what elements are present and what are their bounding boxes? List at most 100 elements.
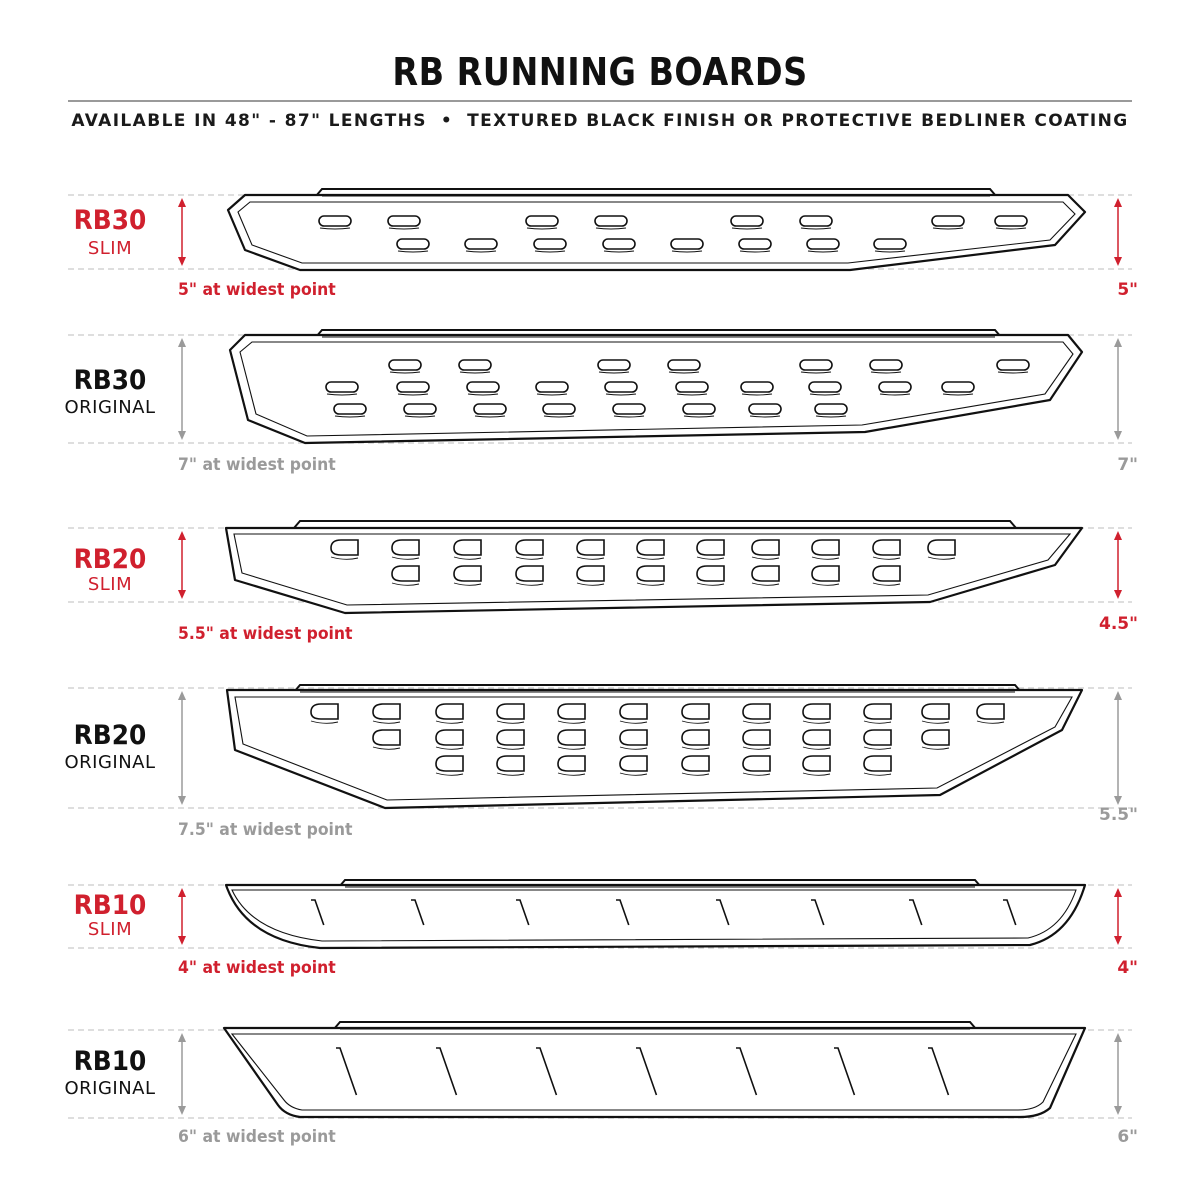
arrow-head-up-icon [178, 338, 186, 347]
slot-shadow [749, 415, 781, 418]
slot-icon [318, 215, 352, 227]
slot-icon [473, 403, 507, 415]
d-slot-icon [636, 565, 665, 582]
board-top-strip [293, 684, 1022, 693]
slash-icon [616, 899, 630, 926]
board-outline [226, 193, 1087, 272]
board-outline [228, 333, 1084, 445]
slot-shadow [802, 746, 831, 750]
slot-icon [612, 403, 646, 415]
arrow-head-up-icon [1114, 1033, 1122, 1042]
right-dimension-label: 7" [1117, 455, 1138, 475]
slot-icon [388, 359, 422, 371]
slot-shadow [515, 582, 544, 586]
board-variant: SLIM [87, 238, 133, 259]
d-slot-icon [557, 703, 586, 720]
slot-shadow [976, 720, 1005, 724]
slot-shadow [807, 250, 839, 253]
slot-icon [869, 359, 903, 371]
board-name: RB20 [73, 720, 147, 751]
slot-shadow [389, 371, 421, 374]
slot-icon [525, 215, 559, 227]
slot-shadow [619, 746, 648, 750]
slot-shadow [696, 582, 725, 586]
d-slot-icon [681, 755, 710, 772]
slot-icon [542, 403, 576, 415]
slot-shadow [598, 371, 630, 374]
arrow-head-down-icon [1114, 257, 1122, 266]
board-outline [222, 1026, 1087, 1119]
board-top-strip [315, 329, 1002, 338]
slot-icon [996, 359, 1030, 371]
board-variant: SLIM [87, 574, 133, 595]
d-slot-icon [391, 539, 420, 556]
slot-icon [738, 238, 772, 250]
d-slot-icon [515, 539, 544, 556]
d-slot-icon [872, 565, 901, 582]
d-slot-icon [863, 703, 892, 720]
arrow-head-up-icon [1114, 338, 1122, 347]
slot-shadow [496, 720, 525, 724]
slot-shadow [731, 227, 763, 230]
slot-shadow [534, 250, 566, 253]
board-top-strip [293, 520, 1017, 529]
d-slot-icon [863, 729, 892, 746]
slot-icon [748, 403, 782, 415]
d-slot-icon [515, 565, 544, 582]
arrow-head-up-icon [178, 888, 186, 897]
d-slot-icon [576, 565, 605, 582]
widest-point-label: 6" at widest point [178, 1127, 336, 1147]
slot-icon [941, 381, 975, 393]
d-slot-icon [751, 565, 780, 582]
slot-shadow [802, 720, 831, 724]
board-name: RB30 [73, 365, 147, 396]
arrow-head-up-icon [1114, 531, 1122, 540]
d-slot-icon [927, 539, 956, 556]
right-dimension-label: 5" [1117, 280, 1138, 300]
slot-shadow [751, 556, 780, 560]
arrow-head-down-icon [1114, 1106, 1122, 1115]
slot-shadow [997, 371, 1029, 374]
title-divider [68, 100, 1132, 102]
slot-shadow [742, 720, 771, 724]
widest-point-label: 7" at widest point [178, 455, 336, 475]
slash-icon [311, 899, 325, 926]
right-dimension-label: 4.5" [1099, 614, 1138, 634]
d-slot-icon [372, 703, 401, 720]
slot-shadow [619, 720, 648, 724]
slot-shadow [603, 250, 635, 253]
arrow-head-down-icon [178, 1106, 186, 1115]
right-dimension-label: 5.5" [1099, 805, 1138, 825]
subtitle-separator: • [440, 111, 454, 131]
slot-shadow [815, 415, 847, 418]
d-slot-icon [557, 755, 586, 772]
slot-icon [740, 381, 774, 393]
board-variant: ORIGINAL [64, 397, 156, 418]
d-slot-icon [496, 703, 525, 720]
subtitle-lengths: AVAILABLE IN 48" - 87" LENGTHS [71, 111, 427, 131]
slot-shadow [668, 371, 700, 374]
board-name: RB10 [73, 890, 147, 921]
slot-shadow [742, 772, 771, 776]
arrow-head-up-icon [178, 198, 186, 207]
slot-shadow [863, 720, 892, 724]
slot-shadow [465, 250, 497, 253]
slot-shadow [676, 393, 708, 396]
board-inner-edge [234, 696, 1073, 801]
slot-shadow [515, 556, 544, 560]
slot-shadow [595, 227, 627, 230]
board-variant: ORIGINAL [64, 752, 156, 773]
board-outline [225, 688, 1084, 810]
d-slot-icon [742, 703, 771, 720]
board-outline [224, 883, 1087, 950]
slot-icon [799, 359, 833, 371]
arrow-head-up-icon [1114, 198, 1122, 207]
subtitle-finish: TEXTURED BLACK FINISH OR PROTECTIVE BEDL… [467, 111, 1129, 131]
d-slot-icon [496, 755, 525, 772]
d-slot-icon [751, 539, 780, 556]
slot-shadow [459, 371, 491, 374]
d-slot-icon [619, 729, 648, 746]
slash-icon [516, 899, 530, 926]
slot-shadow [435, 720, 464, 724]
